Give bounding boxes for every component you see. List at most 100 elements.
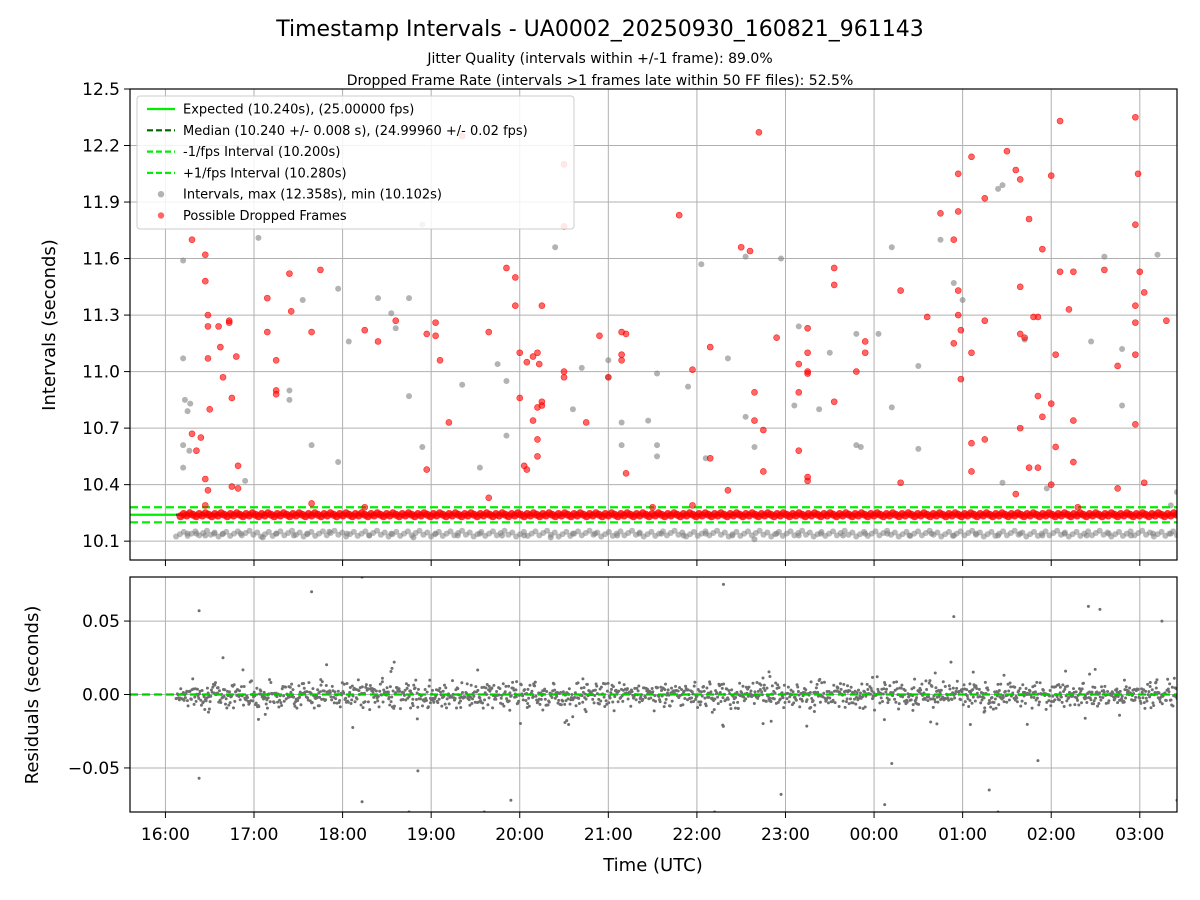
interval-point (795, 323, 802, 330)
residual-point (871, 675, 875, 679)
residual-point (809, 705, 813, 709)
residual-point (424, 698, 428, 702)
residual-point (808, 690, 812, 694)
residual-point (563, 702, 567, 706)
dropped-frame-point (954, 311, 962, 319)
dropped-frame-point (516, 394, 524, 402)
residual-point (579, 686, 583, 690)
residual-point (1002, 700, 1006, 704)
residual-point (183, 696, 187, 700)
residual-point (531, 695, 535, 699)
residual-point (804, 688, 808, 692)
residual-point (1164, 698, 1168, 702)
residual-point (538, 702, 542, 706)
dropped-frame-point (215, 323, 222, 330)
residual-point (380, 680, 384, 684)
residual-point (275, 695, 279, 699)
residual-point (662, 705, 666, 709)
interval-point (184, 408, 191, 415)
interval-point (915, 445, 922, 452)
residual-point (1100, 685, 1104, 689)
dropped-frame-point (361, 503, 369, 511)
residual-point (971, 688, 975, 692)
interval-point (654, 442, 661, 449)
residual-point (428, 678, 432, 682)
residual-point (401, 697, 405, 701)
residual-point (702, 685, 706, 689)
interval-point (884, 527, 891, 534)
residual-point (511, 680, 515, 684)
residual-point (515, 680, 519, 684)
residual-point (652, 709, 656, 713)
interval-point (1042, 528, 1049, 535)
residual-point (305, 690, 309, 694)
dropped-frame-point (317, 266, 324, 274)
residual-point (1143, 706, 1147, 710)
residual-point (617, 681, 621, 685)
interval-point (1127, 528, 1134, 535)
residual-point (404, 682, 408, 686)
residual-point (411, 704, 415, 708)
interval-point (605, 357, 612, 364)
residual-point (567, 722, 571, 726)
residual-point (561, 699, 565, 703)
interval-point (392, 325, 399, 332)
residual-point (338, 705, 342, 709)
residual-point (826, 701, 830, 705)
interval-point (447, 528, 454, 535)
interval-point (1073, 528, 1080, 535)
x-axis-label: Time (UTC) (602, 855, 703, 876)
residual-point (742, 695, 746, 699)
interval-point (945, 528, 952, 535)
residual-point (568, 702, 572, 706)
residual-point (764, 699, 768, 703)
residual-point (625, 687, 629, 691)
residual-point (407, 694, 411, 698)
residual-point (1160, 702, 1164, 706)
residual-point (442, 683, 446, 687)
residual-point (484, 686, 488, 690)
residual-point (966, 697, 970, 701)
interval-point (551, 529, 558, 536)
interval-point (574, 528, 581, 535)
interval-point (950, 280, 957, 287)
residual-point (517, 699, 521, 703)
residual-point (543, 697, 547, 701)
interval-point (544, 527, 551, 534)
residual-point (1038, 681, 1042, 685)
residual-point (1170, 685, 1174, 689)
residual-point (755, 681, 759, 685)
interval-point (246, 527, 253, 534)
residual-point (838, 682, 842, 686)
interval-point (1054, 527, 1061, 534)
residual-point (1093, 686, 1097, 690)
residual-point (528, 683, 532, 687)
residual-point (360, 685, 364, 689)
dropped-frame-point (954, 208, 962, 215)
residual-point (681, 703, 685, 707)
residual-point (199, 698, 203, 702)
residual-point (629, 704, 633, 708)
residual-point (721, 582, 725, 586)
residual-point (1142, 688, 1146, 692)
interval-point (645, 417, 652, 424)
residual-point (334, 697, 338, 701)
dropped-frame-point (1016, 176, 1024, 183)
residual-point (277, 705, 281, 709)
residual-point (404, 698, 408, 702)
residual-point (994, 706, 998, 710)
dropped-frame-point (512, 274, 519, 281)
residual-point (576, 681, 580, 685)
residual-point (566, 697, 570, 701)
residual-point (1028, 689, 1032, 693)
dropped-frame-point (605, 373, 612, 381)
dropped-frame-point (1052, 351, 1059, 358)
residual-point (973, 699, 977, 703)
dropped-frame-point (861, 338, 869, 345)
dropped-frame-point (535, 360, 543, 368)
residual-point (526, 687, 530, 691)
interval-point (532, 528, 539, 535)
residual-point (264, 702, 268, 706)
residuals-data (130, 577, 1177, 812)
residual-point (1118, 713, 1122, 717)
